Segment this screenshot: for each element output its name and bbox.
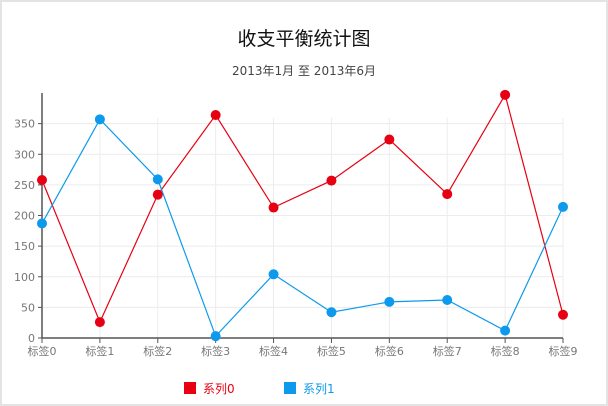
x-tick-label-8: 标签8 bbox=[491, 344, 520, 358]
y-tick-label-0: 0 bbox=[28, 332, 35, 345]
axes bbox=[38, 93, 564, 343]
data-point-s1-1 bbox=[94, 114, 105, 125]
x-tick-label-4: 标签4 bbox=[259, 344, 288, 358]
data-point-s1-8 bbox=[500, 325, 511, 336]
series-points bbox=[37, 89, 568, 342]
y-tick-label-350: 350 bbox=[14, 118, 35, 131]
x-tick-label-6: 标签6 bbox=[375, 344, 404, 358]
data-point-s0-5 bbox=[326, 175, 337, 186]
x-tick-label-1: 标签1 bbox=[85, 344, 114, 358]
legend-swatch-series-1 bbox=[284, 382, 296, 394]
x-tick-label-9: 标签9 bbox=[549, 344, 578, 358]
data-point-s1-7 bbox=[442, 295, 453, 306]
data-point-s0-3 bbox=[210, 110, 221, 121]
data-point-s0-1 bbox=[94, 317, 105, 328]
data-point-s1-3 bbox=[210, 331, 221, 342]
grid-lines bbox=[42, 118, 564, 338]
x-tick-label-7: 标签7 bbox=[433, 344, 462, 358]
legend-swatch-series-0 bbox=[184, 382, 196, 394]
data-point-s1-0 bbox=[37, 218, 47, 229]
legend-item-series-0[interactable]: 系列0 bbox=[184, 380, 235, 396]
y-tick-label-300: 300 bbox=[14, 148, 35, 161]
chart-subtitle: 2013年1月 至 2013年6月 bbox=[232, 64, 376, 78]
data-point-s0-4 bbox=[268, 202, 279, 213]
series-line-1 bbox=[41, 118, 564, 338]
data-point-s0-7 bbox=[442, 189, 453, 200]
data-point-s0-8 bbox=[500, 89, 511, 100]
x-tick-label-3: 标签3 bbox=[201, 344, 230, 358]
x-tick-label-2: 标签2 bbox=[143, 344, 172, 358]
y-tick-label-250: 250 bbox=[14, 179, 35, 192]
y-tick-label-200: 200 bbox=[14, 210, 35, 223]
data-point-s0-9 bbox=[558, 309, 568, 320]
chart-title: 收支平衡统计图 bbox=[237, 28, 371, 50]
data-point-s1-6 bbox=[384, 296, 395, 307]
data-point-s1-5 bbox=[326, 307, 337, 318]
data-point-s1-4 bbox=[268, 269, 279, 280]
x-tick-label-5: 标签5 bbox=[317, 344, 346, 358]
data-point-s0-6 bbox=[384, 134, 395, 145]
x-axis-tick-labels: 标签0 标签1 标签2 标签3 标签4 标签5 标签6 标签7 标签8 标签9 bbox=[28, 344, 578, 358]
series-lines bbox=[41, 93, 564, 338]
y-axis-tick-labels: 0 50 100 150 200 250 300 350 bbox=[14, 118, 35, 345]
x-tick-label-0: 标签0 bbox=[28, 344, 57, 358]
y-tick-label-50: 50 bbox=[21, 301, 35, 314]
legend-label-series-0: 系列0 bbox=[203, 381, 235, 396]
series-line-0 bbox=[41, 93, 564, 324]
data-point-s1-9 bbox=[558, 201, 568, 212]
data-point-s0-2 bbox=[152, 189, 163, 200]
data-point-s1-2 bbox=[152, 174, 163, 185]
y-tick-label-150: 150 bbox=[14, 240, 35, 253]
y-tick-label-100: 100 bbox=[14, 271, 35, 284]
legend-item-series-1[interactable]: 系列1 bbox=[284, 380, 335, 396]
data-point-s0-0 bbox=[37, 174, 47, 185]
legend-label-series-1: 系列1 bbox=[303, 381, 335, 396]
